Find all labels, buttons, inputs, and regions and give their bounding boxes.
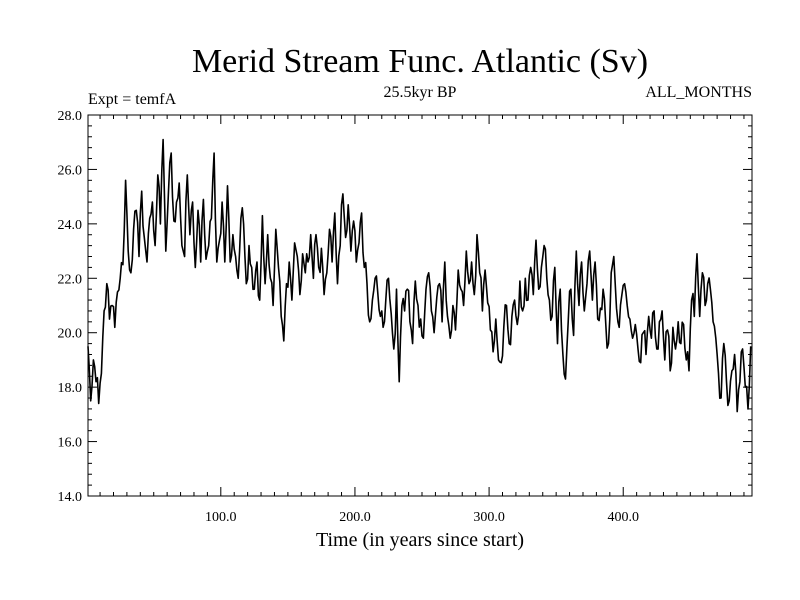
x-tick-label: 200.0 bbox=[339, 510, 371, 525]
months-label: ALL_MONTHS bbox=[645, 84, 752, 101]
x-tick-label: 400.0 bbox=[607, 510, 639, 525]
y-tick-label: 26.0 bbox=[58, 163, 83, 178]
y-tick-label: 24.0 bbox=[58, 218, 83, 233]
x-axis-ticks bbox=[99, 115, 745, 496]
y-axis-ticks bbox=[88, 114, 752, 497]
x-tick-label: 300.0 bbox=[473, 510, 505, 525]
plot-frame bbox=[87, 114, 753, 497]
y-tick-label: 28.0 bbox=[58, 109, 83, 124]
experiment-label: Expt = temfA bbox=[88, 91, 177, 108]
x-axis-label: Time (in years since start) bbox=[316, 529, 524, 551]
y-tick-label: 16.0 bbox=[58, 436, 83, 451]
period-label: 25.5kyr BP bbox=[384, 84, 457, 101]
y-tick-label: 14.0 bbox=[58, 490, 83, 505]
y-tick-label: 18.0 bbox=[58, 381, 83, 396]
y-tick-label: 20.0 bbox=[58, 327, 83, 342]
series-line bbox=[87, 138, 752, 413]
chart-title: Merid Stream Func. Atlantic (Sv) bbox=[192, 43, 648, 80]
y-tick-label: 22.0 bbox=[58, 272, 83, 287]
x-tick-label: 100.0 bbox=[205, 510, 237, 525]
tick-labels: 100.0 200.0 300.0 400.0 14.0 16.0 18.0 20.0 22.0… bbox=[58, 109, 639, 525]
